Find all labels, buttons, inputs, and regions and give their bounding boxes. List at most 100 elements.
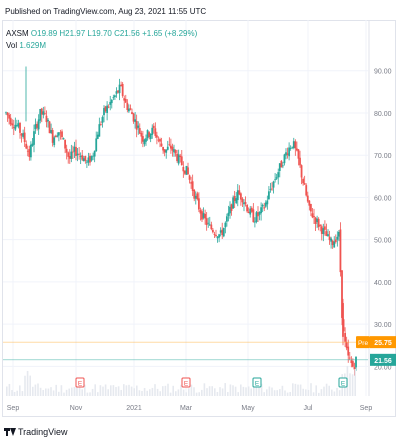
candle-body [252, 209, 255, 223]
candle-body [123, 98, 126, 101]
volume-bar [73, 387, 76, 396]
x-tick-label: Jul [304, 405, 313, 412]
volume-bar [323, 386, 325, 396]
volume-bar [52, 390, 55, 396]
candle-body [98, 124, 101, 137]
candle-body [33, 131, 35, 145]
volume-bar [229, 384, 232, 396]
y-tick-label: 90.00 [374, 69, 392, 76]
volume-bar [45, 388, 47, 396]
volume-bar [50, 387, 52, 396]
candle-body [11, 123, 14, 126]
volume-bar [107, 389, 109, 396]
published-caption: Published on TradingView.com, Aug 23, 20… [5, 7, 207, 16]
volume-bar [13, 391, 16, 396]
volume-bar [211, 386, 213, 396]
volume-bar [151, 387, 154, 396]
volume-bar [123, 384, 125, 396]
candle-body [29, 144, 32, 158]
volume-bar [281, 385, 284, 396]
volume-bar [71, 387, 73, 396]
chart-frame [2, 20, 396, 417]
candle-body [140, 132, 143, 137]
candle-body [141, 136, 144, 142]
candle-body [190, 182, 193, 184]
candle-body [79, 155, 82, 157]
candle-body [96, 134, 99, 139]
candle-body [330, 238, 333, 242]
candle-body [81, 155, 84, 160]
volume-bar [237, 392, 239, 396]
volume-bar [94, 384, 96, 396]
candle-body [75, 146, 77, 156]
candle-body [106, 105, 109, 113]
volume-bar [42, 390, 44, 396]
volume-bar [112, 385, 115, 396]
volume-bar [336, 387, 338, 396]
candle-body [99, 123, 102, 125]
volume-value: 1.629M [19, 41, 47, 50]
candle-body [159, 139, 161, 142]
candle-body [180, 156, 183, 166]
volume-bar [120, 389, 122, 396]
volume-bar [146, 390, 148, 396]
volume-bar [219, 387, 221, 396]
candle-body [313, 216, 315, 218]
volume-bar [307, 389, 310, 396]
volume-bar [260, 383, 263, 396]
candle-body [163, 149, 166, 153]
candle-body [110, 99, 113, 104]
candle-body [289, 148, 292, 149]
candle-body [89, 155, 91, 163]
candle-body [165, 149, 168, 153]
candle-body [334, 239, 337, 243]
candle-body [264, 202, 267, 207]
volume-bar [11, 390, 13, 396]
candle-body [269, 188, 272, 190]
volume-bar [331, 389, 333, 396]
volume-bar [164, 385, 167, 396]
candle-body [205, 218, 208, 226]
candle-body [347, 346, 350, 356]
volume-bar [117, 386, 120, 396]
volume-bar [318, 392, 320, 396]
volume-bar [305, 389, 307, 396]
candle-body [225, 216, 228, 222]
candle-body [337, 231, 340, 237]
volume-bar [258, 387, 260, 396]
volume-bar [320, 389, 323, 396]
candle-body [37, 119, 40, 130]
candle-body [272, 181, 275, 188]
candle-body [224, 222, 227, 228]
candle-body [134, 119, 137, 122]
candle-body [308, 200, 311, 206]
candle-body [322, 228, 325, 235]
candle-body [160, 143, 163, 147]
volume-bar [6, 386, 8, 396]
candle-body [31, 143, 34, 146]
candle-body [93, 150, 96, 157]
volume-bar [333, 391, 336, 396]
candle-body [183, 170, 186, 174]
candle-body [179, 155, 182, 158]
candle-body [45, 115, 48, 123]
volume-bar [310, 383, 312, 396]
candle-body [39, 108, 42, 121]
candle-body [127, 108, 130, 112]
volume-bar [263, 392, 265, 396]
candle-body [166, 146, 169, 150]
candle-body [247, 211, 250, 214]
candle-body [145, 138, 147, 142]
volume-bar [284, 390, 286, 396]
candle-body [87, 157, 90, 163]
candle-body [12, 127, 15, 128]
candle-body [230, 204, 233, 211]
volume-bar [55, 384, 57, 396]
volume-bar [279, 389, 281, 396]
volume-bar [154, 384, 156, 396]
candle-body [34, 124, 37, 130]
volume-bar [177, 389, 180, 396]
candle-body [162, 146, 165, 151]
candle-body [76, 153, 79, 156]
